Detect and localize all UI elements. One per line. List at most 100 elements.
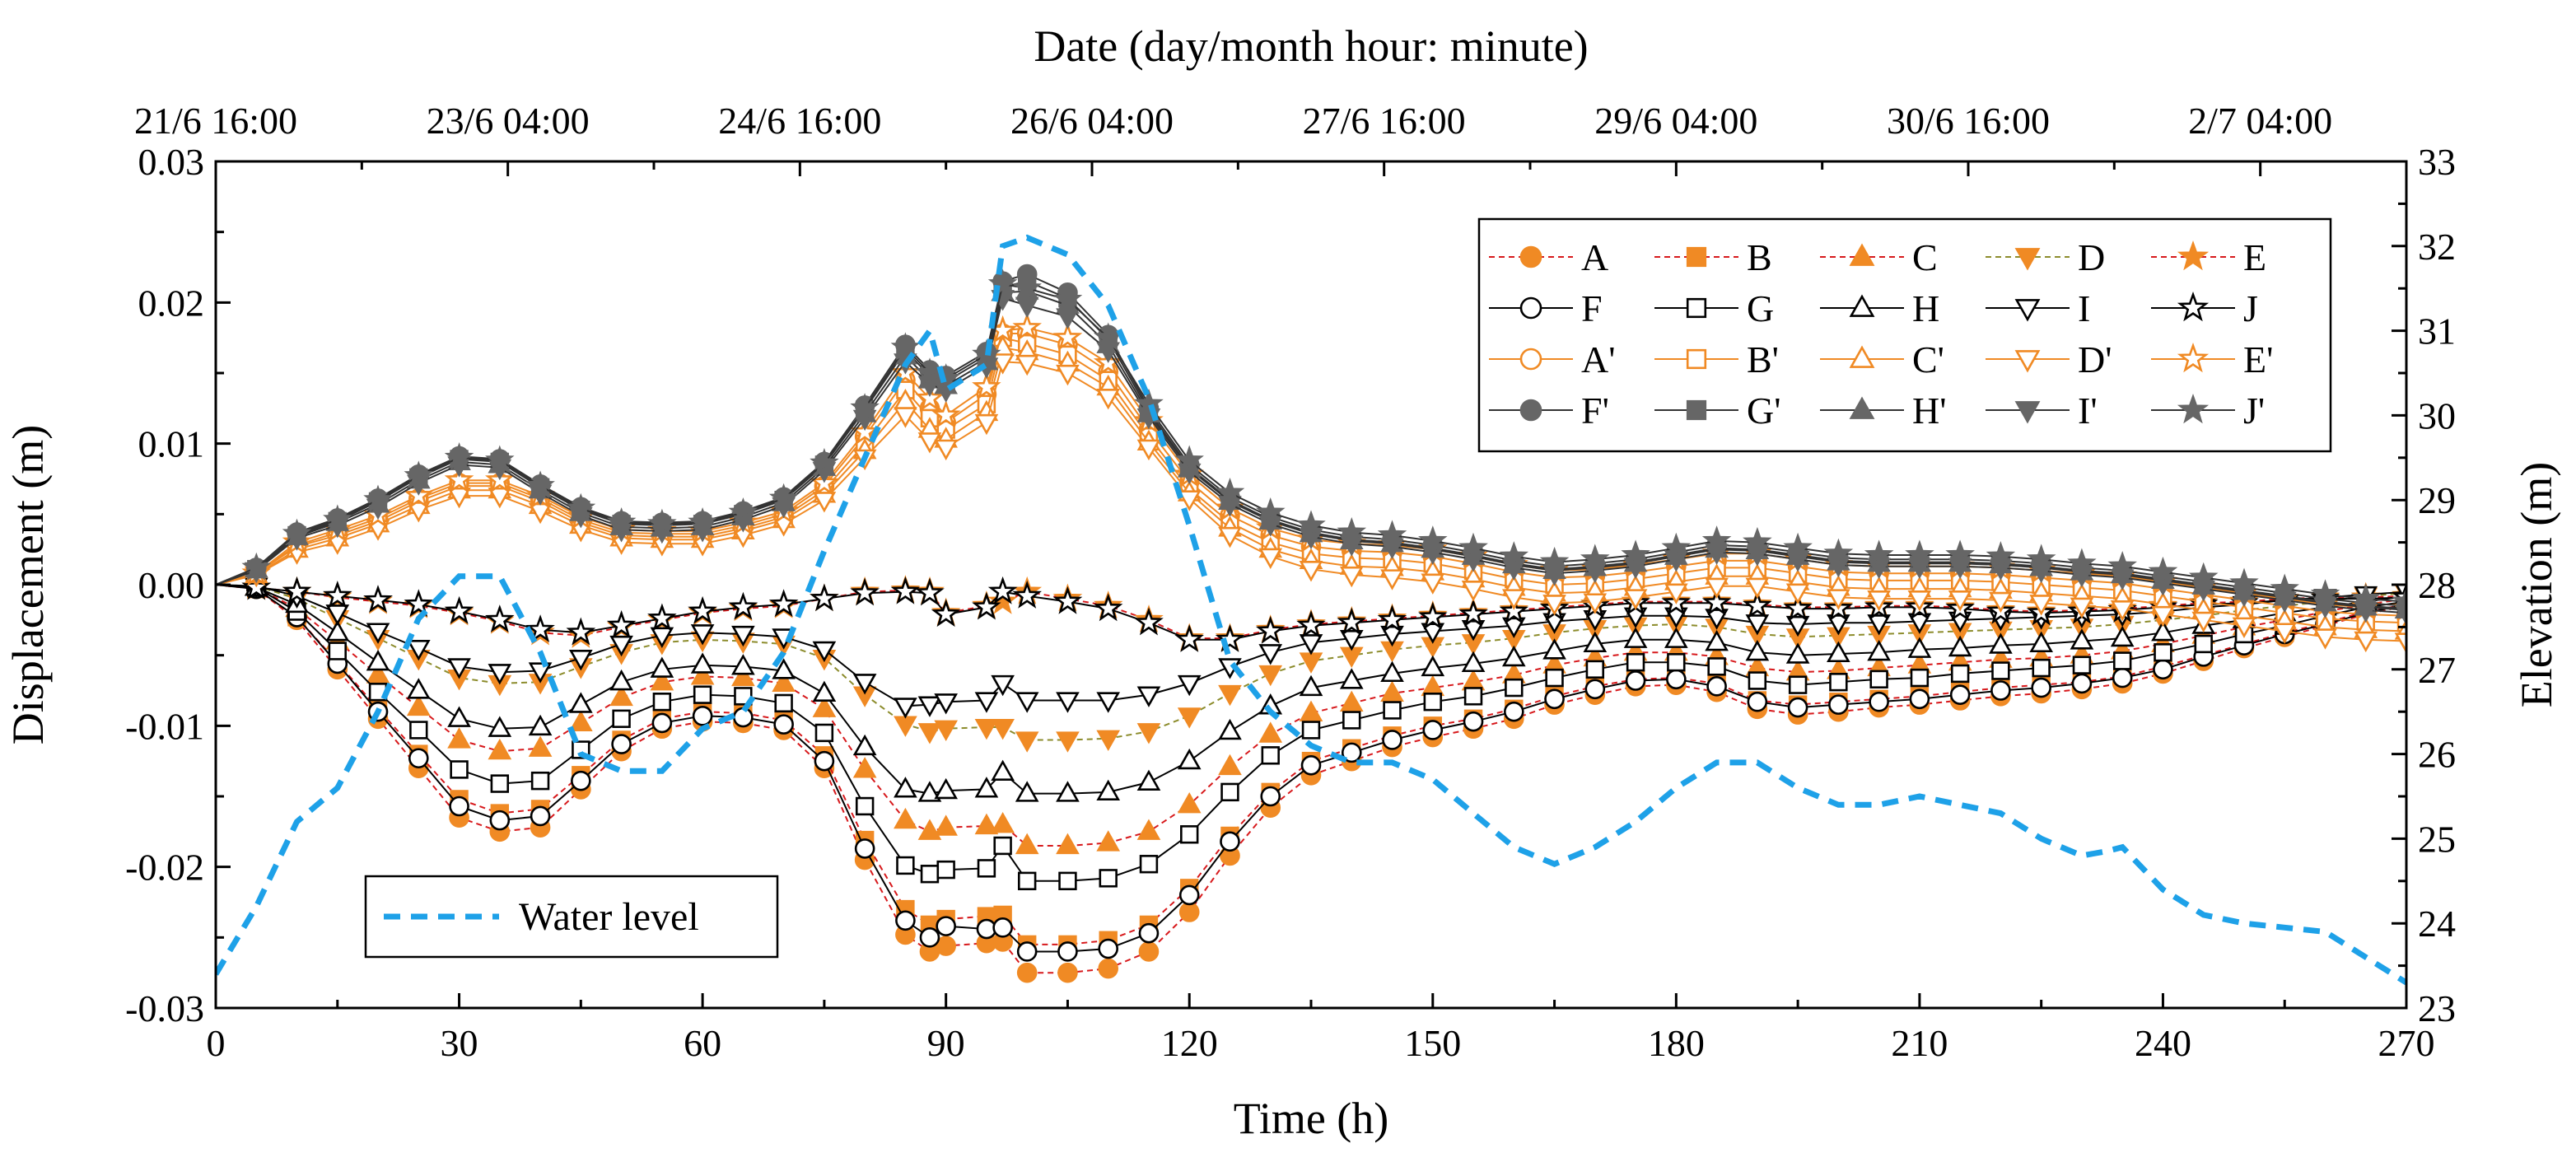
legend-marker <box>2014 299 2041 322</box>
point-g <box>1585 660 1605 679</box>
point-j <box>363 585 393 614</box>
point-g <box>2112 651 2132 670</box>
point-f <box>895 910 916 931</box>
point-j-prime <box>890 332 921 361</box>
point-i <box>325 604 350 626</box>
legend-entry-j: J <box>2151 287 2258 329</box>
legend-marker <box>2177 393 2210 424</box>
y2-axis-label: Elevation (m) <box>2512 462 2561 707</box>
y-axis-label: Displacement (m) <box>3 425 53 744</box>
point-j <box>1012 581 1042 609</box>
point-h <box>1542 638 1566 660</box>
point-j-prime <box>1905 539 1934 568</box>
point-c <box>1096 830 1121 852</box>
point-f <box>1300 755 1322 776</box>
point-j-prime <box>810 447 839 476</box>
point-h <box>1785 642 1810 664</box>
point-a <box>936 936 956 956</box>
point-g <box>2032 658 2051 678</box>
legend-entry-i-prime: I' <box>1986 390 2098 432</box>
point-h <box>406 678 431 699</box>
top-tick-label: 21/6 16:00 <box>134 100 297 142</box>
point-j-prime <box>850 393 880 421</box>
point-f <box>1706 676 1727 697</box>
point-g <box>1383 701 1402 720</box>
point-g <box>1707 657 1726 676</box>
point-d-prime <box>2232 617 2256 638</box>
series-d <box>216 577 2406 753</box>
point-f <box>936 916 956 936</box>
y2-tick-label: 25 <box>2418 818 2456 860</box>
point-d-prime <box>2272 623 2297 644</box>
point-g <box>693 685 712 704</box>
y2-tick-label: 33 <box>2418 141 2456 183</box>
point-d-prime <box>2313 628 2337 650</box>
point-h <box>1907 637 1932 658</box>
point-j-prime <box>1701 525 1732 554</box>
point-f <box>2153 659 2173 680</box>
point-j-prime <box>1823 538 1854 567</box>
point-f <box>1949 684 1971 705</box>
point-j-prime <box>1945 539 1975 568</box>
point-f <box>530 805 551 827</box>
legend-label: B <box>1747 236 1772 278</box>
point-g <box>1139 855 1159 874</box>
point-f <box>854 838 875 859</box>
point-g <box>993 836 1012 856</box>
point-j <box>688 595 717 624</box>
point-i <box>690 624 715 646</box>
point-f <box>571 770 591 791</box>
legend-entry-c-prime: C' <box>1820 338 1944 380</box>
point-j <box>282 576 312 604</box>
point-i <box>488 664 512 685</box>
point-h <box>1015 781 1039 802</box>
point-h <box>934 777 958 800</box>
legend-marker <box>1686 246 1707 268</box>
y2-tick-label: 24 <box>2418 903 2456 945</box>
point-h <box>1218 718 1242 740</box>
point-g <box>1099 869 1118 888</box>
point-i <box>731 625 755 647</box>
point-h <box>1664 627 1688 648</box>
point-f <box>1787 697 1808 718</box>
point-f <box>1382 730 1402 750</box>
y-tick-label: -0.03 <box>125 987 204 1029</box>
point-d <box>1015 731 1039 753</box>
point-h <box>1501 645 1526 667</box>
point-c <box>488 738 512 760</box>
point-i <box>1745 614 1770 636</box>
point-j <box>1499 595 1529 624</box>
point-h <box>447 706 471 727</box>
legend-entry-f: F <box>1489 287 1603 329</box>
point-h <box>569 692 593 713</box>
point-f <box>1666 669 1687 690</box>
point-c <box>1177 791 1202 814</box>
point-j-prime <box>2067 548 2097 576</box>
point-j-prime <box>1418 525 1448 554</box>
point-b-prime <box>2396 614 2406 632</box>
point-j-prime <box>1539 546 1570 575</box>
point-d-prime <box>1785 583 1810 604</box>
point-j <box>850 577 880 606</box>
y-tick-label: 0.03 <box>138 141 205 183</box>
point-d <box>991 718 1015 740</box>
point-d-prime <box>1827 589 1850 610</box>
top-axis-label: Date (day/month hour: minute) <box>1034 21 1588 71</box>
point-d-prime <box>1583 593 1608 614</box>
point-i <box>1827 614 1850 636</box>
point-j-prime <box>1783 532 1813 561</box>
point-j-prime <box>2148 556 2178 585</box>
point-h <box>528 714 553 736</box>
point-c <box>569 710 593 732</box>
point-j-prime <box>1012 273 1042 301</box>
point-f <box>1463 711 1484 732</box>
point-i <box>528 662 553 684</box>
point-c <box>934 814 958 836</box>
x-tick-label: 30 <box>441 1022 478 1064</box>
legend-entry-e-prime: E' <box>2151 338 2273 380</box>
series-j-prime <box>216 268 2406 614</box>
point-j-prime <box>2350 583 2381 612</box>
point-d-prime <box>1745 577 1770 600</box>
legend-entry-a-prime: A' <box>1489 338 1616 380</box>
point-j-prime <box>444 442 474 470</box>
